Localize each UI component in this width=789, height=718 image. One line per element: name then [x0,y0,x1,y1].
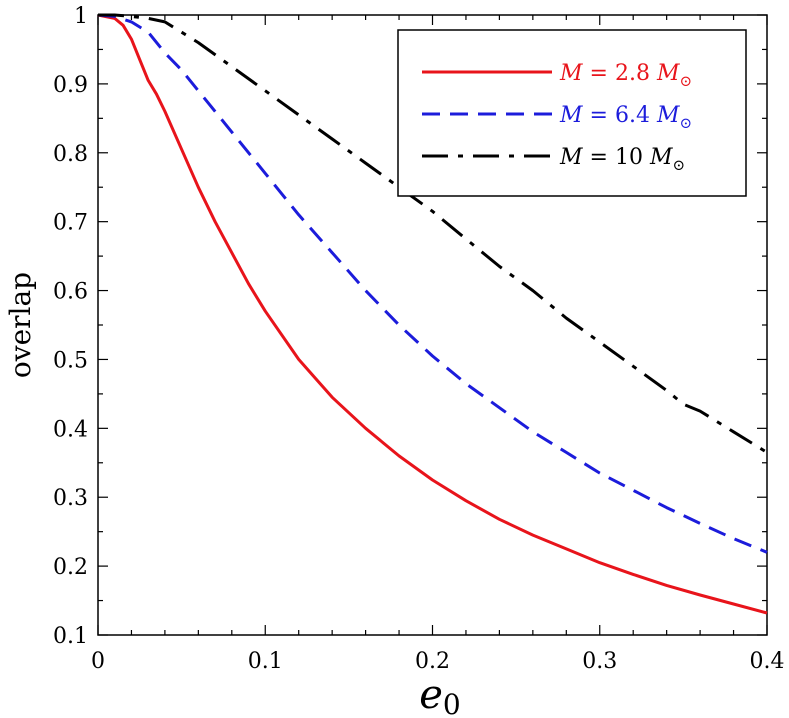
axis-ticks: 0 0.1 0.2 0.3 0.40.10.20.30.40.50.60.70.80.9… [53,4,785,674]
y-tick-label: 0.5 [53,348,88,373]
x-tick-label: 0.3 [582,649,617,674]
x-axis-title: e0 [419,672,461,718]
x-tick-label: 0 [91,649,105,674]
x-axis-title-var: e [419,672,443,718]
legend-label-1: M = 2.8 M⊙ [559,61,692,90]
y-tick-label: 0.7 [53,211,88,236]
legend-label-3: M = 10 M⊙ [559,145,685,174]
y-tick-label: 0.2 [53,555,88,580]
x-tick-label: 0.4 [750,649,785,674]
legend: M = 2.8 M⊙M = 6.4 M⊙M = 10 M⊙ [397,29,747,197]
x-axis-title-sub: 0 [443,688,461,718]
legend-var: M [559,61,583,86]
y-axis-title: overlap [4,272,37,378]
y-tick-label: 0.9 [53,73,88,98]
series-line-1 [97,13,768,615]
x-tick-label: 0.1 [248,649,283,674]
y-tick-label: 0.1 [53,624,88,649]
legend-eq: = 2.8 [583,61,657,86]
legend-unit: M [649,145,673,170]
legend-unit: M [656,61,680,86]
legend-eq: = 10 [583,145,650,170]
legend-sun-subscript: ⊙ [672,156,685,174]
x-tick-label: 0.2 [415,649,450,674]
legend-unit: M [656,103,680,128]
legend-var: M [559,145,583,170]
y-tick-label: 0.6 [53,280,88,305]
legend-eq: = 6.4 [583,103,657,128]
y-tick-label: 0.3 [53,486,88,511]
legend-sun-subscript: ⊙ [679,72,692,90]
series-line-3 [98,13,768,454]
y-tick-label: 0.8 [53,142,88,167]
y-tick-label: 0.4 [53,417,88,442]
legend-var: M [559,103,583,128]
y-tick-label: 1 [74,4,88,29]
series-layer [97,13,768,615]
legend-sun-subscript: ⊙ [679,114,692,132]
legend-label-2: M = 6.4 M⊙ [559,103,692,132]
